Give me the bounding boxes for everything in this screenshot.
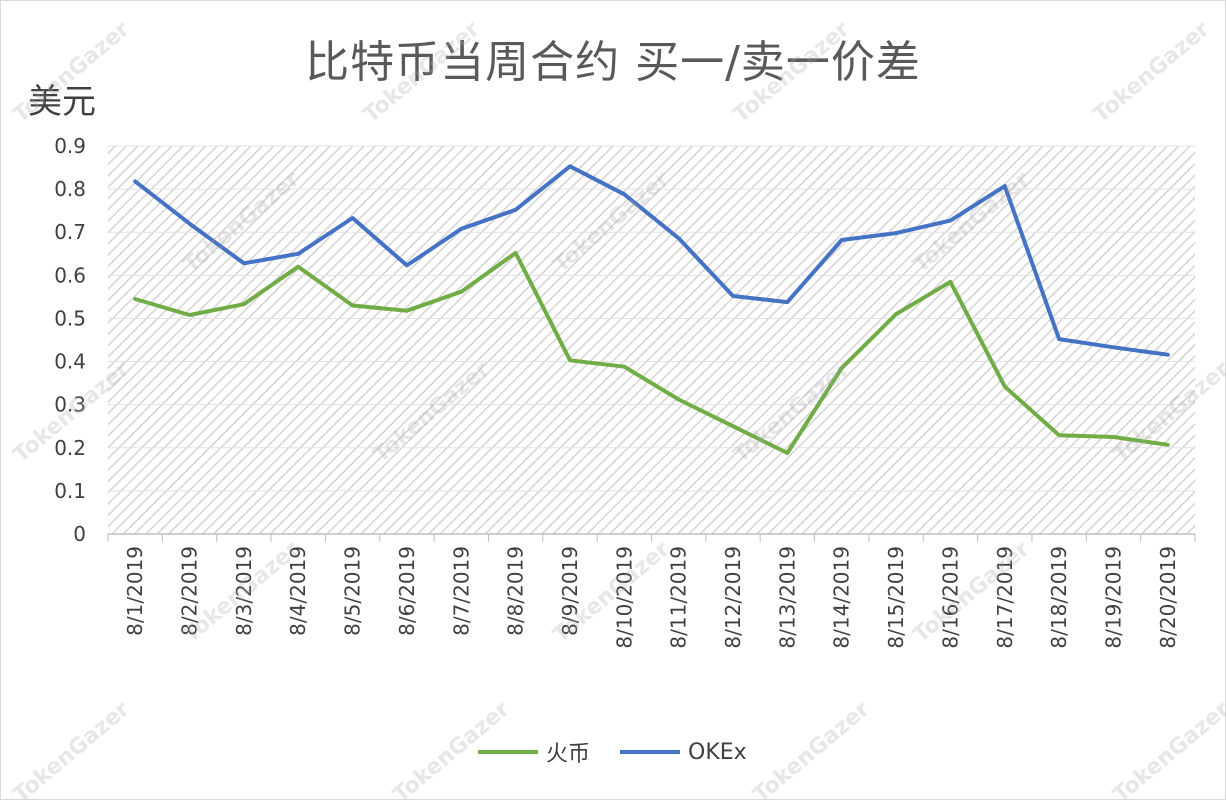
y-tick-label: 0.2	[54, 436, 86, 460]
x-tick-label: 8/17/2019	[993, 546, 1017, 649]
x-tick-label: 8/16/2019	[938, 546, 962, 649]
y-tick-label: 0.6	[54, 263, 86, 287]
legend-swatch-huobi	[478, 750, 538, 754]
legend-swatch-okex	[620, 750, 681, 754]
x-tick-label: 8/3/2019	[232, 546, 256, 636]
y-tick-labels: 0 0.1 0.2 0.3 0.4 0.5 0.6 0.7 0.8 0.9	[54, 134, 86, 546]
plot-area	[108, 146, 1195, 534]
x-tick-labels: 8/1/2019 8/2/2019 8/3/2019 8/4/2019 8/5/2019…	[107, 534, 1196, 649]
y-tick-label: 0.8	[54, 177, 86, 201]
x-tick-label: 8/10/2019	[612, 546, 636, 649]
x-tick-label: 8/20/2019	[1156, 546, 1180, 649]
legend: 火币 OKEx	[478, 736, 747, 768]
x-tick-label: 8/13/2019	[775, 546, 799, 649]
x-tick-label: 8/15/2019	[884, 546, 908, 649]
y-tick-label: 0	[73, 522, 86, 546]
x-tick-label: 8/19/2019	[1101, 546, 1125, 649]
chart-title: 比特币当周合约 买一/卖一价差	[305, 37, 921, 88]
x-tick-label: 8/2/2019	[178, 546, 202, 636]
series-lines	[133, 164, 1170, 455]
y-axis-label: 美元	[28, 82, 96, 122]
x-tick-label: 8/14/2019	[830, 546, 854, 649]
y-tick-label: 0.9	[54, 134, 86, 158]
x-tick-label: 8/1/2019	[123, 546, 147, 636]
x-tick-label: 8/8/2019	[504, 546, 528, 636]
y-tick-label: 0.4	[54, 350, 86, 374]
x-tick-label: 8/11/2019	[667, 546, 691, 649]
y-tick-label: 0.1	[54, 479, 86, 503]
y-tick-label: 0.5	[54, 306, 86, 330]
x-tick-label: 8/12/2019	[721, 546, 745, 649]
y-tick-label: 0.3	[54, 393, 86, 417]
x-tick-label: 8/5/2019	[341, 546, 365, 636]
x-tick-label: 8/9/2019	[558, 546, 582, 636]
x-tick-label: 8/18/2019	[1047, 546, 1071, 649]
series-line-okex	[133, 164, 1170, 357]
legend-label-huobi: 火币	[546, 742, 591, 767]
legend-label-okex: OKEx	[688, 739, 747, 765]
x-tick-label: 8/7/2019	[449, 546, 473, 636]
legend-item-okex: OKEx	[620, 740, 747, 765]
legend-item-huobi: 火币	[478, 736, 590, 768]
series-line-huobi	[133, 250, 1170, 455]
y-tick-label: 0.7	[54, 220, 86, 244]
x-tick-label: 8/4/2019	[286, 546, 310, 636]
x-tick-label: 8/6/2019	[395, 546, 419, 636]
